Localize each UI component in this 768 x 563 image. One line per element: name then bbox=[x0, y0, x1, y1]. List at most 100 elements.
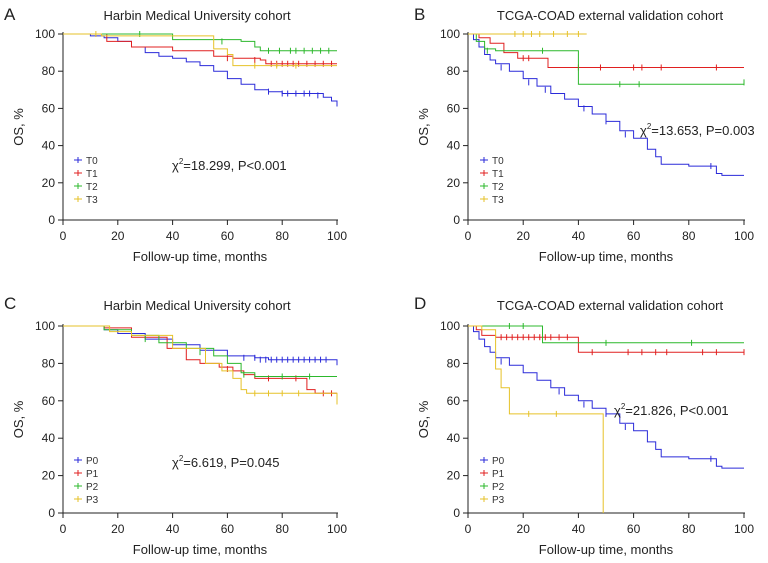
curve-p1 bbox=[63, 325, 337, 394]
y-tick-label: 80 bbox=[447, 64, 461, 78]
x-tick-label: 100 bbox=[734, 229, 754, 243]
legend-label-p1: P1 bbox=[492, 469, 505, 480]
x-tick-label: 20 bbox=[111, 229, 125, 243]
panel-c: C Harbin Medical University cohort 0 20 40 60… bbox=[4, 294, 347, 557]
x-tick-label: 100 bbox=[327, 229, 347, 243]
panel-d: D TCGA-COAD external validation cohort 0 20… bbox=[414, 294, 754, 557]
curve-t1 bbox=[63, 33, 337, 65]
x-tick-label: 40 bbox=[166, 522, 180, 536]
panel-letter: D bbox=[414, 294, 426, 313]
y-tick-label: 20 bbox=[447, 176, 461, 190]
x-tick-label: 40 bbox=[572, 229, 586, 243]
panel-title: Harbin Medical University cohort bbox=[103, 298, 291, 313]
y-tick-label: 40 bbox=[42, 139, 56, 153]
x-tick-label: 20 bbox=[111, 522, 125, 536]
x-tick-label: 40 bbox=[572, 522, 586, 536]
legend-label-t0: T0 bbox=[492, 156, 504, 167]
y-tick-label: 100 bbox=[35, 27, 55, 41]
legend-label-p3: P3 bbox=[86, 495, 99, 506]
panel-letter: A bbox=[4, 5, 16, 24]
x-tick-label: 60 bbox=[627, 522, 641, 536]
curve-p3 bbox=[468, 325, 604, 513]
y-tick-label: 60 bbox=[42, 101, 56, 115]
x-axis-label: Follow-up time, months bbox=[133, 542, 268, 557]
y-tick-label: 40 bbox=[447, 431, 461, 445]
y-tick-label: 60 bbox=[447, 101, 461, 115]
x-tick-label: 80 bbox=[276, 229, 290, 243]
y-tick-label: 20 bbox=[42, 469, 56, 483]
x-tick-label: 80 bbox=[682, 522, 696, 536]
curve-p1 bbox=[468, 325, 744, 353]
y-tick-label: 60 bbox=[42, 394, 56, 408]
legend-label-t1: T1 bbox=[86, 169, 98, 180]
curve-p0 bbox=[468, 325, 744, 469]
y-tick-label: 80 bbox=[447, 356, 461, 370]
stat-annotation: χ2=18.299, P<0.001 bbox=[172, 157, 287, 173]
x-tick-label: 0 bbox=[465, 522, 472, 536]
legend-label-p1: P1 bbox=[86, 469, 99, 480]
legend-label-p3: P3 bbox=[492, 495, 505, 506]
panel-a: A Harbin Medical University cohort 0 20 40 60… bbox=[4, 5, 347, 264]
legend-label-t0: T0 bbox=[86, 156, 98, 167]
y-tick-label: 20 bbox=[447, 469, 461, 483]
x-tick-label: 60 bbox=[627, 229, 641, 243]
x-tick-label: 0 bbox=[465, 229, 472, 243]
y-tick-label: 80 bbox=[42, 356, 56, 370]
y-axis-label: OS, % bbox=[11, 108, 26, 146]
legend-label-p2: P2 bbox=[492, 482, 505, 493]
y-tick-label: 0 bbox=[453, 213, 460, 227]
x-tick-label: 100 bbox=[327, 522, 347, 536]
x-axis-label: Follow-up time, months bbox=[539, 542, 674, 557]
curve-t0 bbox=[468, 33, 744, 176]
legend-label-t3: T3 bbox=[492, 195, 504, 206]
y-tick-label: 0 bbox=[453, 506, 460, 520]
x-tick-label: 80 bbox=[682, 229, 696, 243]
stat-annotation: χ2=13.653, P=0.003 bbox=[640, 122, 755, 138]
legend-label-t2: T2 bbox=[86, 182, 98, 193]
x-tick-label: 80 bbox=[276, 522, 290, 536]
curve-t2 bbox=[468, 33, 744, 85]
panel-letter: B bbox=[414, 5, 425, 24]
x-tick-label: 20 bbox=[517, 522, 531, 536]
legend-label-t3: T3 bbox=[86, 195, 98, 206]
x-tick-label: 60 bbox=[221, 522, 235, 536]
y-axis-label: OS, % bbox=[416, 400, 431, 438]
y-tick-label: 60 bbox=[447, 394, 461, 408]
legend-label-t2: T2 bbox=[492, 182, 504, 193]
panel-letter: C bbox=[4, 294, 16, 313]
curve-t1 bbox=[468, 33, 744, 68]
stat-annotation: χ2=6.619, P=0.045 bbox=[172, 454, 279, 470]
curve-p2 bbox=[468, 325, 744, 344]
curve-t0 bbox=[63, 33, 338, 107]
stat-annotation: χ2=21.826, P<0.001 bbox=[614, 402, 729, 418]
curve-t3 bbox=[63, 33, 337, 67]
y-tick-label: 100 bbox=[440, 319, 460, 333]
panel-title: Harbin Medical University cohort bbox=[103, 8, 291, 23]
y-tick-label: 0 bbox=[48, 506, 55, 520]
x-tick-label: 0 bbox=[60, 229, 67, 243]
y-tick-label: 40 bbox=[42, 431, 56, 445]
panel-b: B TCGA-COAD external validation cohort 0 20… bbox=[414, 5, 755, 264]
x-tick-label: 100 bbox=[734, 522, 754, 536]
x-tick-label: 40 bbox=[166, 229, 180, 243]
x-tick-label: 20 bbox=[517, 229, 531, 243]
y-tick-label: 80 bbox=[42, 64, 56, 78]
x-tick-label: 0 bbox=[60, 522, 67, 536]
panel-title: TCGA-COAD external validation cohort bbox=[497, 298, 724, 313]
legend-label-p0: P0 bbox=[86, 456, 99, 467]
panel-title: TCGA-COAD external validation cohort bbox=[497, 8, 724, 23]
curve-t2 bbox=[63, 33, 337, 52]
curve-p3 bbox=[63, 325, 338, 405]
y-tick-label: 20 bbox=[42, 176, 56, 190]
legend-label-t1: T1 bbox=[492, 169, 504, 180]
x-tick-label: 60 bbox=[221, 229, 235, 243]
y-tick-label: 100 bbox=[35, 319, 55, 333]
y-tick-label: 0 bbox=[48, 213, 55, 227]
y-axis-label: OS, % bbox=[416, 108, 431, 146]
y-tick-label: 40 bbox=[447, 139, 461, 153]
legend-label-p0: P0 bbox=[492, 456, 505, 467]
x-axis-label: Follow-up time, months bbox=[539, 249, 674, 264]
y-axis-label: OS, % bbox=[11, 400, 26, 438]
y-tick-label: 100 bbox=[440, 27, 460, 41]
